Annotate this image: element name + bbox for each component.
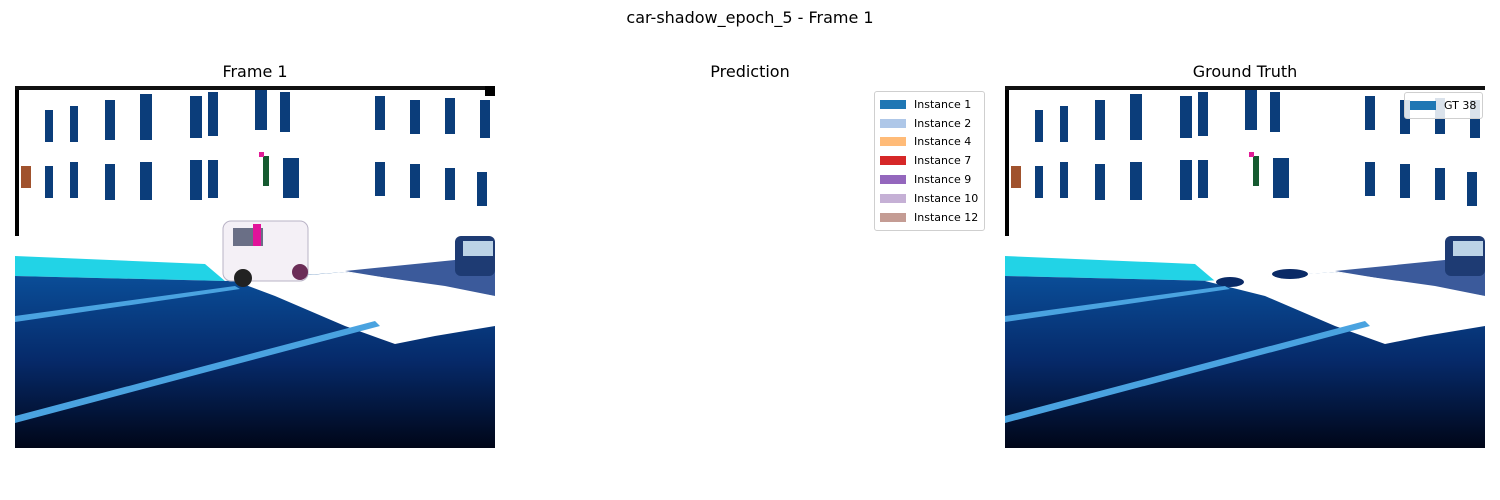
legend-swatch [880, 193, 906, 203]
legend-entry: Instance 12 [880, 208, 978, 227]
legend-entry: GT 38 [1410, 96, 1476, 115]
figure-suptitle: car-shadow_epoch_5 - Frame 1 [626, 8, 874, 27]
legend-swatch [880, 137, 906, 147]
legend-swatch [880, 212, 906, 222]
legend-label: Instance 1 [914, 97, 972, 111]
legend-entry: Instance 4 [880, 133, 978, 152]
legend-label: Instance 2 [914, 116, 972, 130]
legend-swatch [880, 156, 906, 166]
legend-label: Instance 4 [914, 135, 972, 149]
legend-entry: Instance 1 [880, 95, 978, 114]
legend-entry: Instance 10 [880, 189, 978, 208]
legend-label: Instance 9 [914, 173, 972, 187]
legend-entry: Instance 9 [880, 170, 978, 189]
prediction-legend: Instance 1 Instance 2 Instance 4 Instanc… [874, 91, 986, 231]
frame-panel-title: Frame 1 [222, 62, 288, 81]
legend-swatch [880, 175, 906, 185]
ground-truth-legend: GT 38 [1404, 92, 1484, 119]
prediction-panel-title: Prediction [710, 62, 790, 81]
legend-label: Instance 10 [914, 191, 979, 205]
legend-label: Instance 7 [914, 154, 972, 168]
legend-label: GT 38 [1444, 98, 1477, 112]
frame-image [15, 86, 495, 448]
legend-swatch [1410, 100, 1436, 110]
legend-entry: Instance 7 [880, 151, 978, 170]
legend-label: Instance 12 [914, 210, 979, 224]
legend-entry: Instance 2 [880, 114, 978, 133]
legend-swatch [880, 99, 906, 109]
ground-truth-panel-title: Ground Truth [1192, 62, 1298, 81]
ground-truth-image [1005, 86, 1485, 448]
legend-swatch [880, 118, 906, 128]
